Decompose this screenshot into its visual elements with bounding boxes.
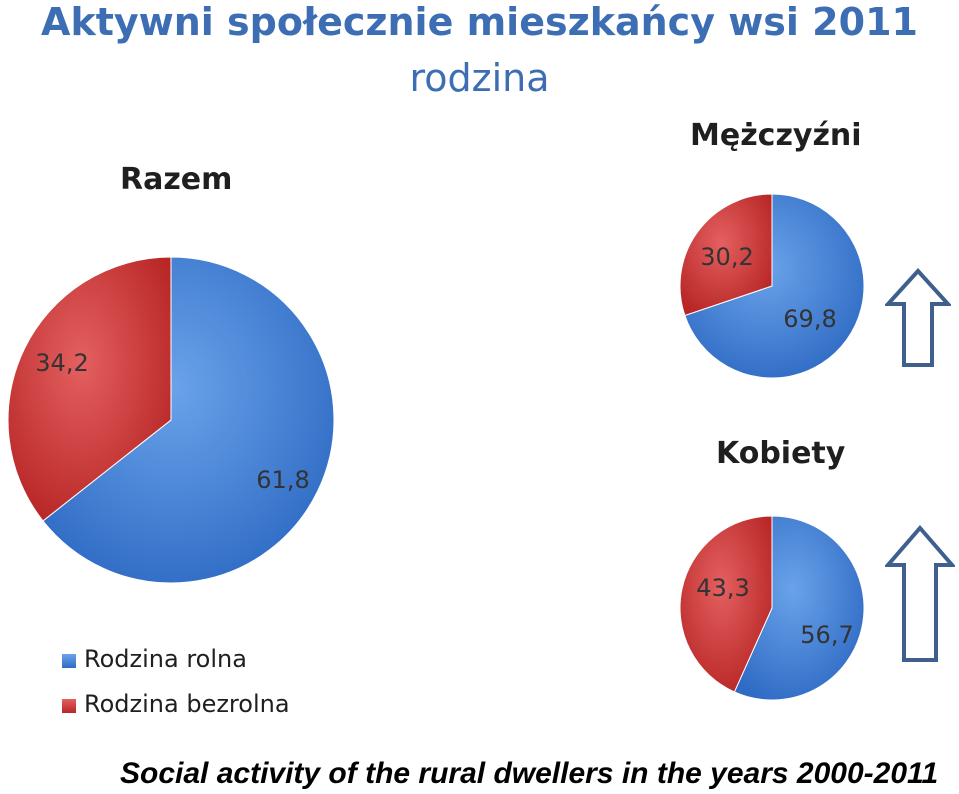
legend-label-rolna: Rodzina rolna [84, 645, 247, 673]
legend-swatch-rolna [62, 654, 76, 668]
data-label-razem-rolna: 61,8 [256, 466, 309, 494]
legend-item-rolna: Rodzina rolna [62, 645, 247, 673]
pie-slice-mezczyzni-rolna [684, 193, 865, 379]
pie-slice-razem-rolna [42, 256, 335, 584]
pie-slice-mezczyzni-bezrolna [679, 193, 773, 317]
data-label-kobiety-bezrolna: 43,3 [696, 574, 749, 602]
legend-swatch-bezrolna [62, 699, 76, 713]
footer-caption: Social activity of the rural dwellers in… [120, 757, 939, 790]
page-subtitle: rodzina [409, 56, 550, 100]
page-title: Aktywni społecznie mieszkańcy wsi 2011 [41, 0, 918, 44]
arrow-up-icon [885, 268, 951, 367]
pie-title-mezczyzni: Mężczyźni [690, 118, 862, 153]
legend-label-bezrolna: Rodzina bezrolna [84, 690, 290, 718]
data-label-razem-bezrolna: 34,2 [35, 349, 88, 377]
pie-slice-kobiety-bezrolna [679, 515, 773, 693]
data-label-mezczyzni-rolna: 69,8 [783, 305, 836, 333]
legend-item-bezrolna: Rodzina bezrolna [62, 690, 290, 718]
data-label-kobiety-rolna: 56,7 [800, 621, 853, 649]
pie-title-razem: Razem [120, 162, 233, 197]
pie-slice-kobiety-rolna [733, 515, 865, 701]
arrow-up-icon [885, 525, 955, 662]
pie-slice-razem-bezrolna [7, 256, 172, 522]
data-label-mezczyzni-bezrolna: 30,2 [700, 243, 753, 271]
pie-title-kobiety: Kobiety [716, 436, 846, 471]
